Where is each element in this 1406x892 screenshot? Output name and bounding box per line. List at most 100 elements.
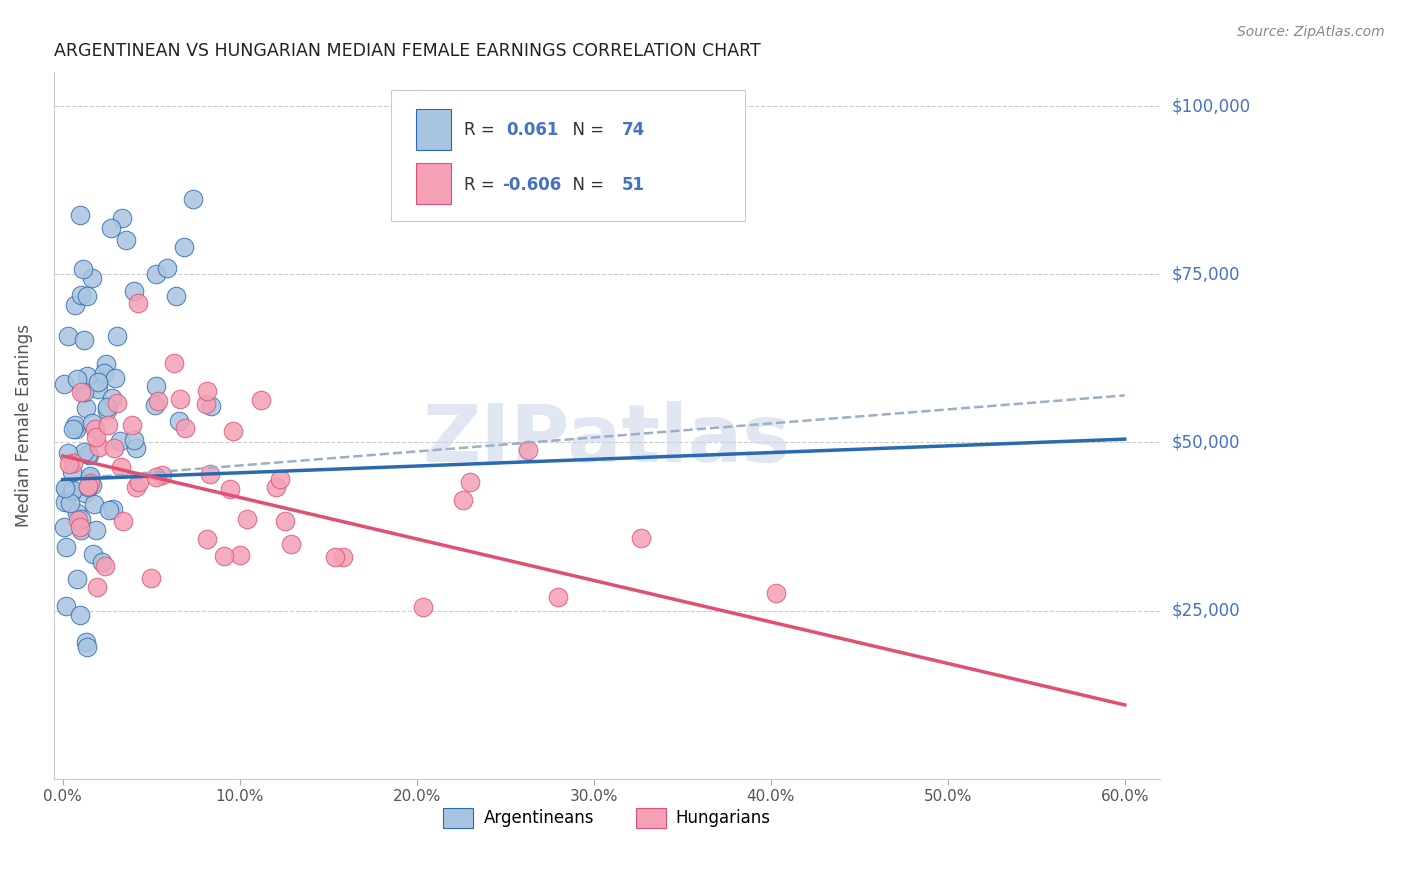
Point (110, 460, 132, 475)
Point (163, 356, 186, 370)
Point (76, 640, 98, 654)
Text: 0.061: 0.061 (506, 120, 558, 139)
Point (264, 480, 287, 494)
Point (124, 433, 146, 447)
Point (250, 392, 273, 407)
Text: 74: 74 (621, 120, 644, 139)
Point (111, 211, 134, 226)
Point (69, 519, 91, 533)
Point (96, 400, 118, 414)
Point (69, 512, 91, 526)
Point (139, 571, 162, 585)
Point (84, 430, 107, 444)
Point (269, 472, 291, 486)
Point (53, 519, 76, 533)
Point (66, 572, 89, 586)
Point (65, 422, 87, 436)
Point (122, 285, 145, 299)
Point (55, 483, 77, 497)
Point (165, 289, 187, 303)
Text: 51: 51 (621, 176, 644, 194)
Point (76, 369, 98, 384)
Point (72, 444, 94, 458)
Point (101, 502, 124, 516)
Point (128, 475, 150, 489)
Point (198, 467, 221, 482)
Point (55, 541, 77, 555)
Point (96, 403, 118, 417)
Point (148, 393, 170, 408)
Point (125, 441, 148, 455)
Point (181, 192, 204, 206)
Point (86, 375, 108, 389)
Point (195, 397, 218, 411)
Point (75, 401, 97, 416)
Point (547, 590, 569, 604)
Point (112, 514, 135, 528)
Point (77, 447, 100, 461)
Text: $25,000: $25,000 (1171, 602, 1240, 620)
Point (94, 559, 117, 574)
Point (84, 523, 107, 537)
Point (412, 600, 434, 615)
Point (66, 372, 89, 386)
Bar (416, 109, 451, 150)
Point (145, 469, 167, 483)
Text: N =: N = (561, 120, 609, 139)
Text: R =: R = (464, 176, 501, 194)
Point (150, 468, 173, 483)
Point (77, 448, 100, 462)
Text: N =: N = (561, 176, 609, 194)
Point (60, 483, 83, 498)
Bar (416, 163, 451, 204)
Point (53, 377, 76, 392)
Text: $75,000: $75,000 (1171, 265, 1240, 284)
Point (60, 465, 83, 479)
Point (200, 399, 222, 413)
Point (76, 480, 98, 494)
Point (62, 456, 84, 470)
Point (73, 333, 96, 347)
Point (58, 328, 80, 343)
Point (121, 418, 143, 433)
Legend: Argentineans, Hungarians: Argentineans, Hungarians (437, 802, 778, 834)
Point (76, 289, 98, 303)
Point (86, 580, 108, 594)
Point (79, 476, 101, 491)
Point (79, 469, 101, 483)
Point (62, 483, 84, 497)
Point (90, 554, 112, 568)
Point (66, 507, 89, 521)
Point (53, 481, 76, 495)
Point (58, 457, 80, 471)
Point (63, 298, 86, 312)
Point (72, 262, 94, 277)
Point (765, 586, 787, 600)
Text: $50,000: $50,000 (1171, 434, 1240, 451)
Point (73, 384, 96, 399)
Point (127, 295, 149, 310)
Point (98, 503, 121, 517)
Point (75, 635, 97, 649)
Point (89, 440, 111, 454)
Point (173, 240, 195, 254)
Text: ARGENTINEAN VS HUNGARIAN MEDIAN FEMALE EARNINGS CORRELATION CHART: ARGENTINEAN VS HUNGARIAN MEDIAN FEMALE E… (53, 42, 761, 60)
Point (235, 512, 257, 526)
Point (125, 480, 148, 494)
Point (105, 396, 128, 410)
Point (145, 268, 167, 282)
Point (53, 495, 76, 509)
Point (145, 379, 167, 393)
Point (143, 398, 166, 412)
Point (82, 547, 104, 561)
Text: $100,000: $100,000 (1171, 97, 1250, 115)
Point (59, 496, 82, 510)
Point (87, 382, 110, 396)
Point (274, 515, 297, 529)
Point (517, 442, 540, 457)
Point (104, 371, 127, 385)
Point (195, 533, 218, 547)
Text: Source: ZipAtlas.com: Source: ZipAtlas.com (1237, 25, 1385, 39)
Point (108, 434, 131, 448)
Point (69, 208, 91, 222)
